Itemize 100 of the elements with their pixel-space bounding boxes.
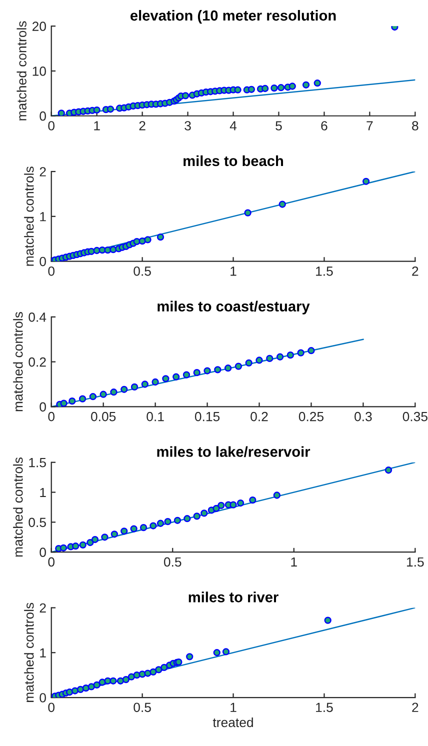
point	[60, 400, 68, 407]
chart-title: elevation (10 meter resolution	[130, 10, 336, 24]
x-tick-label: 0.2	[250, 412, 268, 422]
y-tick-label: 1	[40, 212, 46, 222]
x-tick-label: 0	[48, 121, 55, 130]
point	[297, 349, 304, 356]
x-tick-label: 0.15	[194, 412, 220, 422]
point	[200, 510, 208, 517]
point	[144, 236, 152, 244]
x-tick-label: 2	[139, 121, 146, 130]
point	[314, 80, 321, 87]
point	[82, 684, 90, 692]
point	[93, 681, 100, 689]
point	[162, 375, 170, 382]
point	[248, 86, 256, 93]
point	[100, 390, 107, 398]
point	[91, 536, 99, 544]
x-tick-label: 8	[412, 121, 418, 130]
point	[212, 504, 220, 512]
y-tick-label: 1.5	[29, 458, 46, 468]
x-tick-label: 1.5	[316, 266, 333, 276]
point	[89, 393, 97, 400]
point	[110, 246, 117, 254]
y-axis-title: matched controls	[13, 312, 23, 412]
point	[110, 677, 117, 684]
x-tick-label: 1	[230, 702, 236, 712]
x-tick-label: 0.5	[164, 557, 182, 567]
point	[182, 371, 190, 378]
x-tick-label: 0	[48, 412, 55, 422]
y-axis-title: matched controls	[24, 166, 34, 266]
point	[130, 525, 138, 532]
point	[156, 520, 164, 527]
point	[278, 200, 286, 208]
x-tick-label: 0.1	[146, 412, 164, 422]
y-axis-title: matched controls	[13, 457, 23, 557]
point	[218, 502, 225, 509]
point	[104, 246, 112, 254]
point	[266, 354, 274, 362]
point	[120, 528, 128, 535]
y-tick-label: 1	[40, 488, 46, 498]
y-tick-label: 2	[40, 603, 46, 613]
point	[288, 82, 296, 90]
point	[66, 688, 74, 696]
point	[384, 466, 392, 474]
point	[156, 233, 164, 241]
x-tick-label: 1	[291, 557, 297, 567]
y-axis-title: matched controls	[16, 21, 26, 120]
x-tick-label: 0.35	[402, 412, 428, 422]
point	[104, 677, 112, 684]
x-tick-label: 1.5	[406, 557, 424, 567]
y-tick-label: 0.2	[28, 357, 46, 367]
point	[140, 524, 148, 532]
point	[86, 538, 94, 546]
x-tick-label: 1.5	[316, 702, 333, 712]
chart-title: miles to beach	[184, 155, 284, 166]
point	[186, 653, 194, 660]
point	[138, 238, 146, 245]
point	[141, 380, 148, 388]
point	[286, 352, 294, 359]
point	[60, 544, 68, 552]
x-tick-label: 0.05	[91, 412, 116, 422]
x-tick-label: 2	[412, 702, 418, 712]
point	[193, 369, 200, 376]
chart-title: miles to coast/estuary	[158, 300, 310, 314]
point	[122, 676, 130, 684]
point	[133, 238, 140, 246]
x-axis-title: treated	[212, 717, 253, 728]
point	[204, 367, 211, 374]
point	[234, 362, 242, 370]
point	[256, 356, 263, 364]
x-tick-label: 7	[366, 121, 373, 130]
point	[130, 383, 138, 391]
y-tick-label: 0.5	[28, 518, 46, 528]
point	[249, 496, 256, 504]
chart-title: miles to lake/reservoir	[157, 446, 310, 458]
point	[93, 106, 100, 114]
y-axis-title: matched controls	[24, 602, 34, 702]
point	[236, 499, 244, 507]
x-tick-label: 0.25	[298, 412, 324, 422]
point	[155, 666, 162, 674]
point	[150, 668, 157, 676]
x-tick-label: 2	[412, 266, 418, 276]
chart-title: miles to river	[188, 592, 278, 602]
point	[262, 84, 269, 92]
y-tick-label: 0.4	[28, 312, 46, 322]
x-tick-label: 3	[184, 121, 191, 130]
point	[245, 359, 252, 367]
x-tick-label: 0	[48, 702, 55, 712]
x-tick-label: 0.3	[354, 412, 372, 422]
point	[150, 522, 157, 530]
point	[88, 683, 95, 690]
point	[324, 616, 332, 624]
point	[174, 516, 182, 524]
point	[68, 398, 76, 405]
point	[244, 209, 252, 216]
point	[160, 664, 168, 672]
point	[88, 248, 95, 255]
y-tick-label: 2	[40, 167, 46, 176]
y-tick-label: 0	[40, 402, 46, 412]
x-tick-label: 0	[48, 266, 55, 276]
